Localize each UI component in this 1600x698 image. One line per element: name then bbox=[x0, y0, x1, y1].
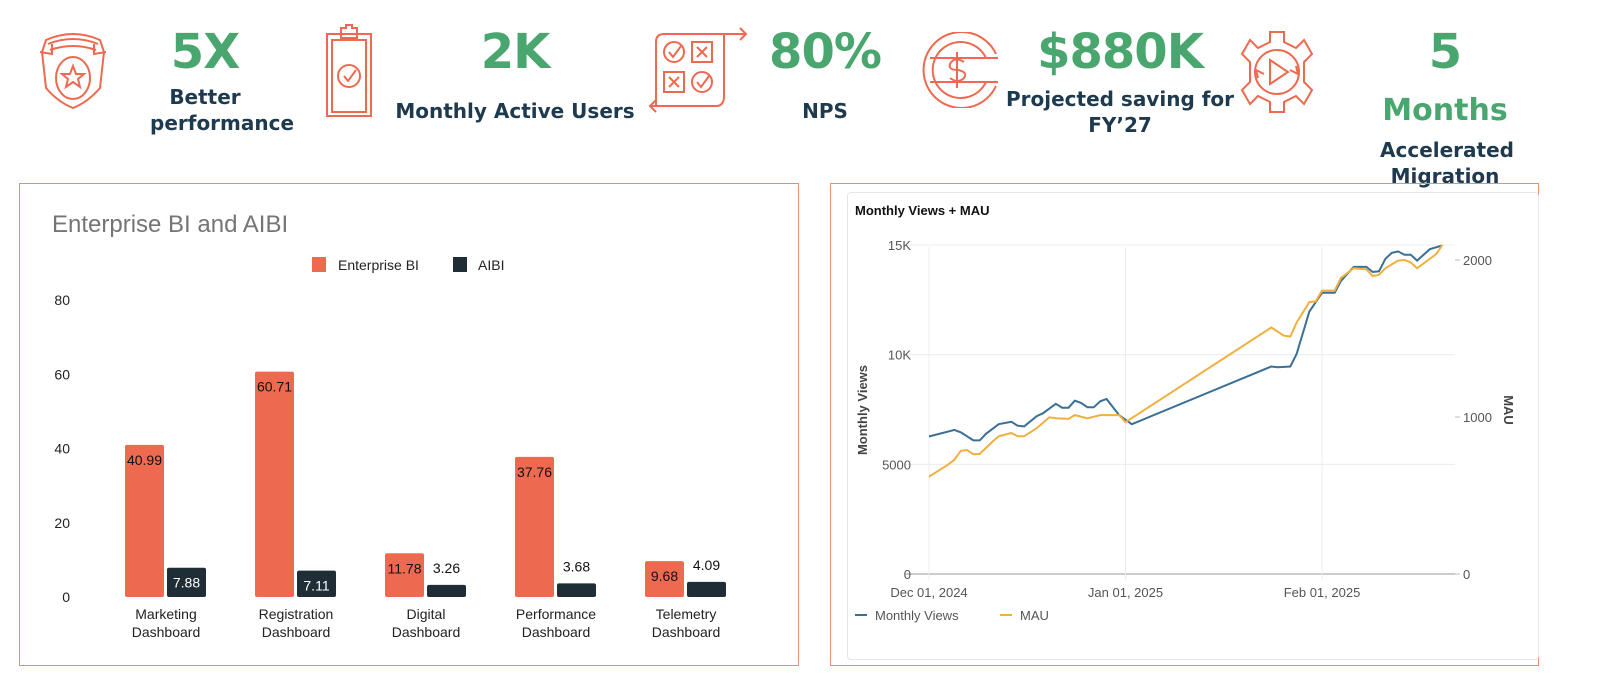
y-tick-label: 5000 bbox=[882, 457, 911, 472]
legend-label: Monthly Views bbox=[875, 608, 959, 623]
y-tick-label: 60 bbox=[54, 366, 70, 382]
chart-title: Monthly Views + MAU bbox=[855, 203, 989, 218]
data-label: 7.88 bbox=[173, 575, 200, 591]
aibi-bar bbox=[687, 581, 726, 597]
data-label: 4.09 bbox=[693, 557, 720, 573]
line-chart-card bbox=[847, 192, 1539, 660]
legend-swatch-aibi bbox=[453, 257, 467, 272]
data-label: 7.11 bbox=[303, 578, 329, 594]
monthly-views-line bbox=[928, 244, 1443, 442]
y2-tick-label: 2000 bbox=[1463, 253, 1492, 268]
y-tick-label: 0 bbox=[904, 567, 911, 582]
kpi-label: Accelerated Migration bbox=[1380, 138, 1514, 188]
kpi-mau: 2K Monthly Active Users bbox=[395, 26, 635, 124]
police-badge-star-icon bbox=[39, 33, 107, 110]
y-tick-label: 0 bbox=[62, 589, 70, 605]
enterprise-bi-bar bbox=[125, 444, 164, 597]
gear-play-icon bbox=[1240, 31, 1314, 113]
y-tick-label: 20 bbox=[54, 515, 70, 531]
bar-chart-panel bbox=[19, 183, 799, 666]
x-tick-label: Performance Dashboard bbox=[516, 606, 596, 640]
legend-label: MAU bbox=[1020, 608, 1049, 623]
kpi-value: $880K bbox=[1037, 24, 1204, 80]
x-tick-label: Marketing Dashboard bbox=[132, 606, 201, 640]
data-label: 60.71 bbox=[257, 379, 292, 395]
y-axis-label: Monthly Views bbox=[855, 365, 870, 455]
kpi-label: Monthly Active Users bbox=[395, 99, 635, 123]
dollar-coin-icon bbox=[922, 32, 998, 108]
kpi-savings: $880K Projected saving for FY’27 bbox=[1005, 26, 1235, 138]
chart-title: Enterprise BI and AIBI bbox=[52, 211, 288, 238]
aibi-bar bbox=[557, 583, 596, 597]
data-label: 37.76 bbox=[517, 464, 552, 480]
data-label: 11.78 bbox=[388, 560, 422, 576]
aibi-bar bbox=[167, 567, 206, 597]
y-tick-label: 40 bbox=[54, 441, 70, 457]
enterprise-bi-bar bbox=[515, 456, 554, 597]
x-tick-label: Jan 01, 2025 bbox=[1088, 585, 1163, 600]
bar-chart: Enterprise BI and AIBI Enterprise BI AIBI 0… bbox=[52, 211, 726, 640]
y2-tick-label: 1000 bbox=[1463, 410, 1492, 425]
kpi-value: 80% bbox=[769, 24, 882, 80]
y2-axis-label: MAU bbox=[1501, 395, 1516, 425]
enterprise-bi-bar bbox=[645, 561, 684, 597]
kpi-label: NPS bbox=[802, 99, 848, 123]
clipboard-check-icon bbox=[326, 24, 372, 117]
kpi-label: Projected saving for FY’27 bbox=[1005, 87, 1235, 137]
y2-tick-label: 0 bbox=[1463, 567, 1470, 582]
kpi-value: 2K bbox=[480, 24, 551, 80]
data-label: 3.68 bbox=[563, 558, 590, 574]
kpi-nps: 80% NPS bbox=[755, 26, 895, 124]
aibi-bar bbox=[297, 570, 336, 597]
data-label: 3.26 bbox=[433, 560, 460, 576]
data-label: 9.68 bbox=[651, 568, 678, 584]
kpi-migration: 5 Months Accelerated Migration bbox=[1360, 26, 1530, 189]
y-tick-label: 15K bbox=[888, 238, 911, 253]
kpi-performance: 5X Better performance bbox=[150, 24, 294, 136]
x-tick-label: Digital Dashboard bbox=[392, 606, 461, 640]
aibi-bar bbox=[427, 584, 466, 597]
kpi-unit: Months bbox=[1382, 93, 1508, 128]
data-label: 40.99 bbox=[127, 452, 162, 468]
kpi-value: 5X bbox=[170, 24, 240, 80]
mau-line bbox=[928, 244, 1444, 478]
check-cross-grid-icon bbox=[648, 27, 748, 113]
enterprise-bi-bar bbox=[385, 553, 424, 597]
legend-swatch-enterprise-bi bbox=[312, 257, 326, 272]
legend-label-enterprise-bi: Enterprise BI bbox=[338, 257, 419, 273]
x-tick-label: Telemetry Dashboard bbox=[652, 606, 721, 640]
kpi-value: 5 bbox=[1428, 24, 1462, 80]
y-tick-label: 10K bbox=[888, 348, 911, 363]
x-tick-label: Dec 01, 2024 bbox=[890, 585, 967, 600]
legend-label-aibi: AIBI bbox=[478, 257, 504, 273]
x-tick-label: Feb 01, 2025 bbox=[1284, 585, 1361, 600]
x-tick-label: Registration Dashboard bbox=[259, 606, 334, 640]
y-tick-label: 80 bbox=[54, 292, 70, 308]
enterprise-bi-bar bbox=[255, 371, 294, 597]
